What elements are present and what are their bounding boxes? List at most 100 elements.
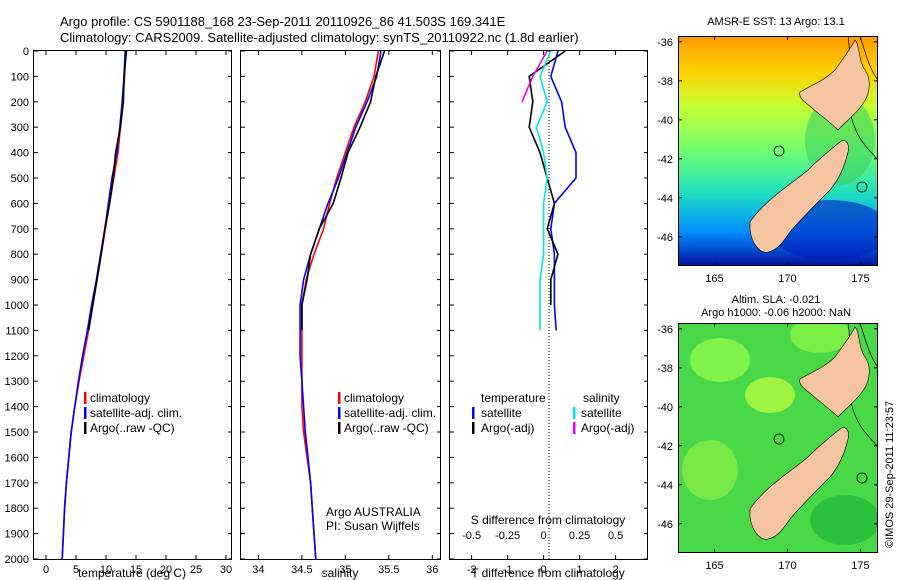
- x-tick-label: 10: [100, 564, 112, 576]
- lat-tick-label: -38: [657, 363, 673, 375]
- salinity-legend: climatology satellite-adj. clim. Argo(..…: [338, 391, 436, 435]
- sla-map-subtitle: Argo h1000: -0.06 h2000: NaN: [701, 307, 851, 319]
- x-tick-label: -1: [503, 564, 513, 576]
- s-diff-tick-label: -0.5: [462, 530, 481, 542]
- x-tick-label: 0: [43, 564, 49, 576]
- legend-swatch-climatology: [338, 392, 341, 404]
- lon-tick-label: 170: [778, 273, 796, 285]
- sla-lon-ticks: 165 170 175: [705, 323, 870, 572]
- x-tick-label: 30: [220, 564, 232, 576]
- difference-x-axis: -2 -1 0 1 2: [467, 51, 619, 576]
- depth-tick-label: 1000: [5, 300, 29, 312]
- x-tick-label: 2: [613, 564, 619, 576]
- depth-axis: 0 100 200 300 400 500 600 700 800 900 1000 1100 1200…: [5, 46, 232, 566]
- x-tick-label: 35.5: [378, 564, 399, 576]
- salinity-difference-ticks: -0.5 -0.25 0 0.25 0.5: [462, 530, 623, 542]
- sst-map: AMSR-E SST: 13 Argo: 13.1 -36 -38 -40 -42 -4…: [657, 16, 878, 285]
- legend-label-s-argo: Argo(-adj): [581, 421, 634, 435]
- salinity-x-axis: 34 34.5 35 35.5 36: [252, 51, 438, 576]
- temperature-legend: climatology satellite-adj. clim. Argo(..…: [84, 391, 182, 435]
- sla-map-frame: [678, 323, 878, 553]
- legend-swatch-satellite: [338, 407, 341, 419]
- difference-legend: temperature salinity satellite Argo(-adj…: [472, 391, 634, 435]
- depth-tick-label: 1400: [5, 402, 29, 414]
- x-tick-label: 34.5: [291, 564, 312, 576]
- lat-tick-label: -44: [657, 480, 673, 492]
- chatham-marker: [856, 181, 868, 193]
- lat-tick-label: -40: [657, 402, 673, 414]
- depth-tick-label: 100: [11, 71, 29, 83]
- lon-tick-label: 165: [705, 273, 723, 285]
- lat-tick-label: -42: [657, 441, 673, 453]
- lat-tick-label: -46: [657, 232, 673, 244]
- s-diff-tick-label: -0.25: [495, 530, 520, 542]
- lon-tick-label: 170: [778, 560, 796, 572]
- s-difference-label: S difference from climatology: [471, 513, 626, 527]
- sla-lat-ticks: -36 -38 -40 -42 -44 -46: [657, 324, 878, 531]
- sla-low-patch: [810, 495, 878, 545]
- sla-map: Altim. SLA: -0.021 Argo h1000: -0.06 h20…: [657, 294, 878, 572]
- legend-title-temperature: temperature: [481, 391, 546, 405]
- x-tick-label: 15: [130, 564, 142, 576]
- lat-tick-label: -46: [657, 519, 673, 531]
- legend-swatch-argo: [84, 422, 87, 434]
- annotation-line1: Argo AUSTRALIA: [326, 505, 421, 519]
- difference-depth-ticks: [450, 50, 648, 560]
- x-tick-label: 36: [426, 564, 438, 576]
- depth-tick-label: 400: [11, 148, 29, 160]
- salinity-panel: 34 34.5 35 35.5 36 salinity climatology sate…: [240, 50, 441, 580]
- x-tick-label: 34: [252, 564, 264, 576]
- legend-label-climatology: climatology: [90, 391, 150, 405]
- legend-label-argo: Argo(..raw -QC): [90, 421, 175, 435]
- depth-tick-label: 1800: [5, 503, 29, 515]
- lat-tick-label: -38: [657, 76, 673, 88]
- argo-position-marker: [773, 433, 785, 445]
- t-difference-label: T difference from climatology: [471, 566, 625, 580]
- depth-tick-label: 1300: [5, 376, 29, 388]
- series-line: [299, 50, 382, 560]
- depth-tick-label: 2000: [5, 554, 29, 566]
- imos-credit: ©IMOS 29-Sep-2011 11:23:57: [884, 401, 896, 548]
- salinity-frame: [240, 50, 441, 560]
- sst-map-title: AMSR-E SST: 13 Argo: 13.1: [707, 16, 845, 28]
- legend-swatch-t-satellite: [472, 407, 475, 419]
- sst-lat-ticks: -36 -38 -40 -42 -44 -46: [657, 37, 878, 244]
- depth-tick-label: 0: [23, 46, 29, 58]
- chatham-marker: [856, 472, 868, 484]
- sla-map-title: Altim. SLA: -0.021: [732, 294, 821, 306]
- isobath-contour: [859, 323, 878, 368]
- x-tick-label: -2: [467, 564, 477, 576]
- x-tick-label: 25: [190, 564, 202, 576]
- lat-tick-label: -44: [657, 193, 673, 205]
- annotation-line2: PI: Susan Wijffels: [326, 519, 420, 533]
- lat-tick-label: -36: [657, 324, 673, 336]
- argo-position-marker: [773, 145, 785, 157]
- x-tick-label: 20: [160, 564, 172, 576]
- legend-swatch-s-argo: [573, 422, 576, 434]
- difference-panel: -2 -1 0 1 2 -0.5 -0.25 0 0.25 0.5 S difference f…: [449, 50, 648, 580]
- legend-label-climatology: climatology: [344, 391, 404, 405]
- sst-lon-ticks: 165 170 175: [705, 36, 870, 285]
- depth-tick-label: 1600: [5, 452, 29, 464]
- lon-tick-label: 165: [705, 560, 723, 572]
- south-island: [749, 140, 849, 253]
- x-tick-label: 0: [541, 564, 547, 576]
- depth-tick-label: 500: [11, 173, 29, 185]
- isobath-contour: [859, 36, 878, 81]
- legend-label-s-satellite: satellite: [581, 406, 622, 420]
- legend-swatch-t-argo: [472, 422, 475, 434]
- legend-swatch-s-satellite: [573, 407, 576, 419]
- lon-tick-label: 175: [851, 273, 869, 285]
- north-island: [799, 39, 870, 131]
- sla-high-patch: [745, 377, 795, 413]
- x-tick-label: 1: [577, 564, 583, 576]
- legend-label-t-argo: Argo(-adj): [481, 421, 534, 435]
- s-diff-tick-label: 0: [541, 530, 547, 542]
- series-line: [301, 50, 386, 331]
- series-line: [549, 50, 577, 331]
- depth-tick-label: 600: [11, 198, 29, 210]
- temperature-panel: 0100200300400500600700800900100011001200…: [5, 46, 233, 580]
- header-line1: Argo profile: CS 5901188_168 23-Sep-2011…: [60, 14, 506, 29]
- s-diff-tick-label: 0.25: [569, 530, 590, 542]
- header-line2: Climatology: CARS2009. Satellite-adjuste…: [60, 30, 579, 45]
